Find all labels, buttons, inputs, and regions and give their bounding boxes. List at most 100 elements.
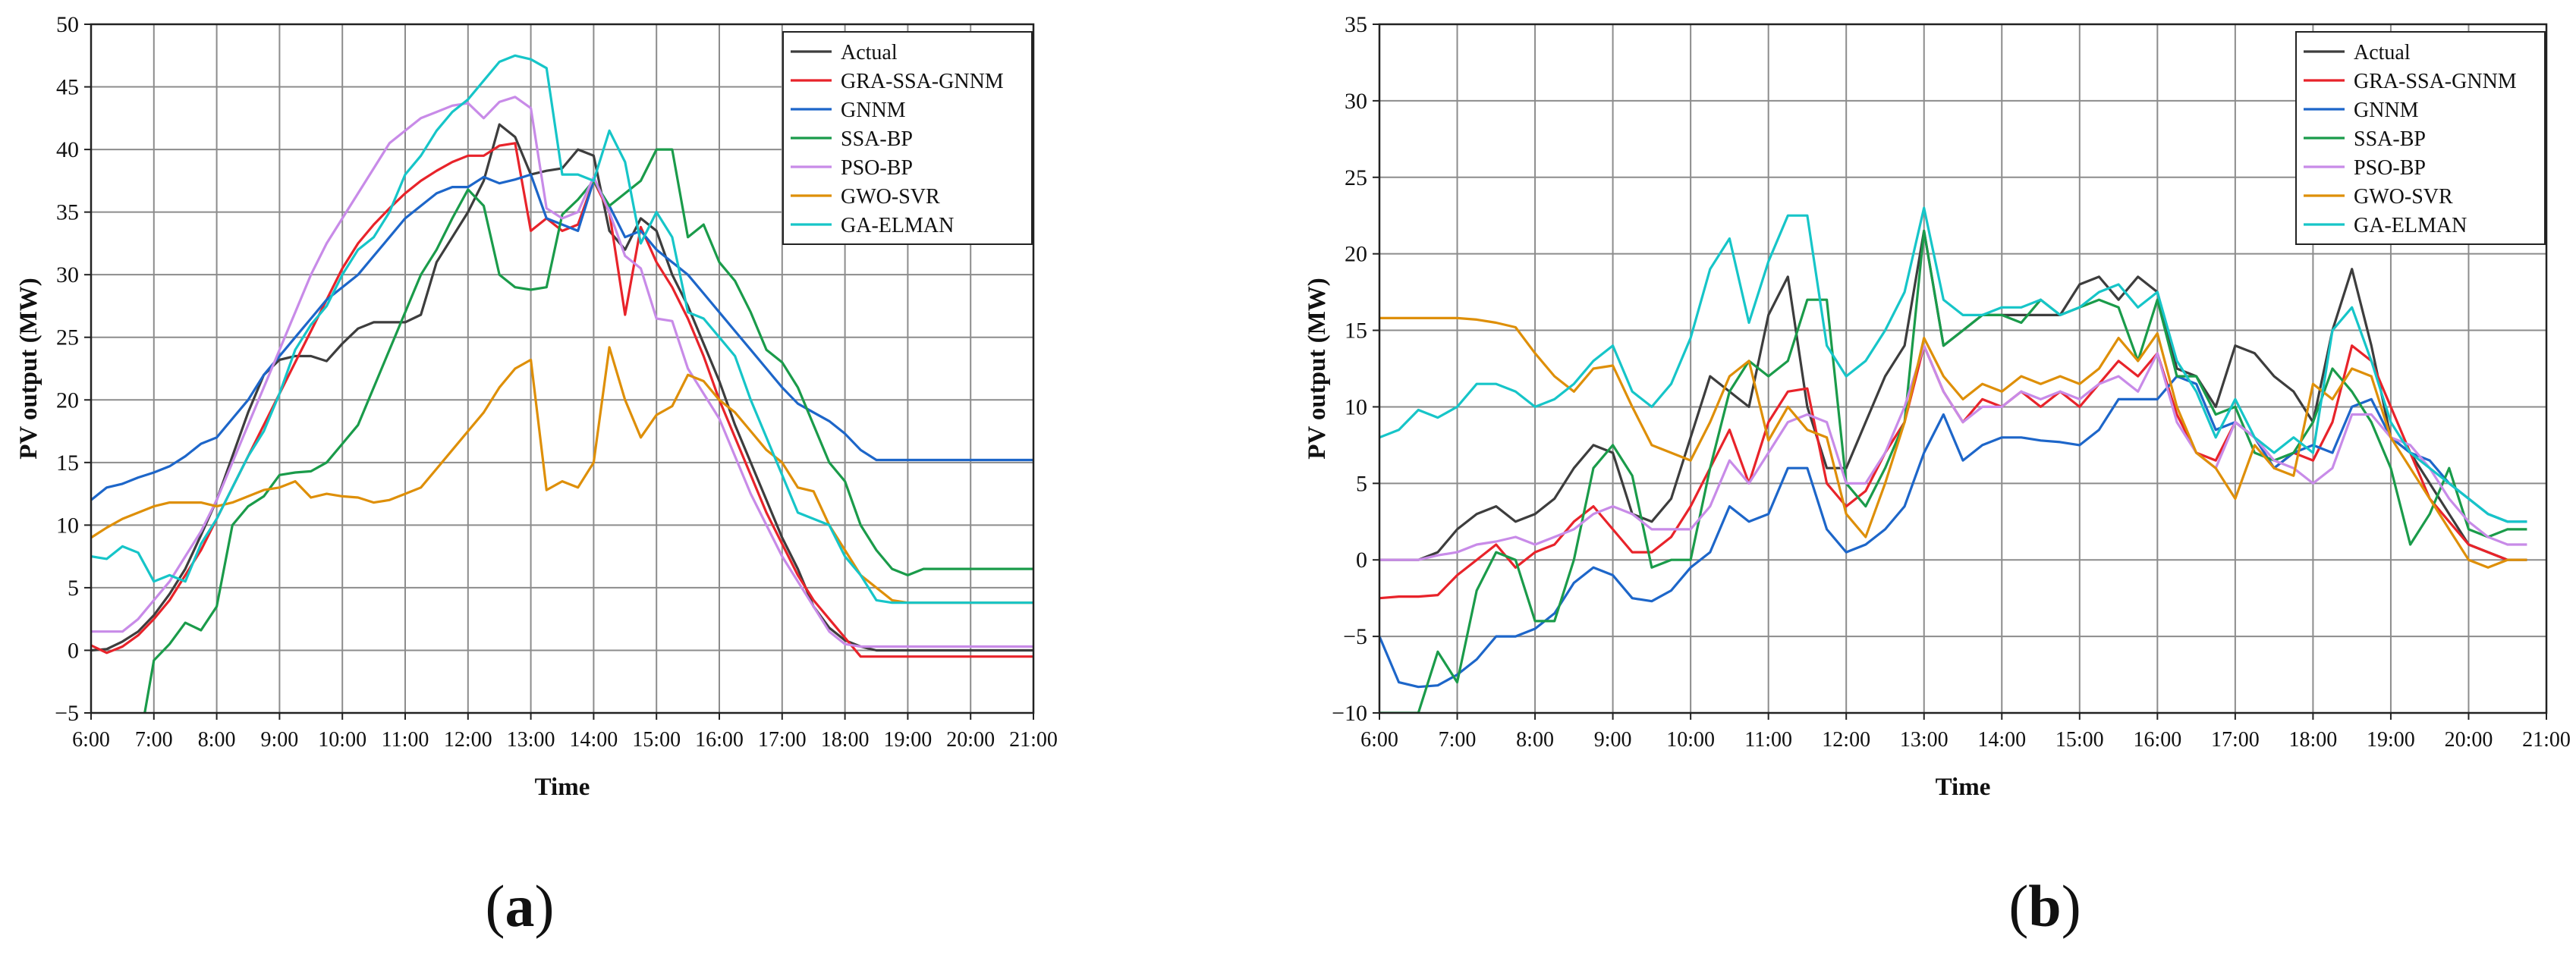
legend-label: GNNM [2354,99,2419,122]
y-tick-label: 10 [56,513,79,538]
series-line-gwo-svr [91,346,1033,604]
x-tick-label: 9:00 [261,728,299,752]
x-tick-label: 17:00 [2211,728,2260,752]
x-tick-label: 19:00 [2367,728,2415,752]
legend-label: GRA-SSA-GNNM [2354,70,2517,93]
x-tick-label: 21:00 [2522,728,2571,752]
y-tick-label: 15 [56,451,79,476]
x-tick-label: 13:00 [1900,728,1949,752]
y-tick-label: 5 [68,576,79,601]
y-tick-label: 0 [1356,548,1367,573]
panel-caption-a: (a) [406,872,634,940]
y-tick-label: 10 [1345,394,1367,419]
y-tick-label: −10 [1332,701,1367,726]
y-axis-label: PV output (MW) [1304,278,1331,460]
chart-panel-a: 6:00 7:00 8:00 9:00 10:00 11:00 12:00 13:00 14:0… [15,12,1058,801]
series-line-ssa-bp [1379,229,2527,713]
series-lines [1379,206,2527,713]
x-tick-label: 18:00 [2289,728,2338,752]
y-tick-label: 15 [1345,319,1367,344]
caption-letter: b [2028,873,2062,939]
y-tick-label: 25 [56,325,79,350]
x-tick-label: 21:00 [1009,728,1058,752]
series-line-pso-bp [1379,344,2527,561]
x-tick-label: 12:00 [444,728,492,752]
series-line-pso-bp [91,96,1033,648]
x-axis-label: Time [1936,774,1991,801]
x-tick-label: 16:00 [695,728,744,752]
y-tick-label: 35 [56,200,79,225]
legend: Actual GRA-SSA-GNNM GNNM SSA-BP PSO-BP GWO-SV… [2295,31,2546,245]
x-tick-label: 6:00 [72,728,110,752]
y-tick-label: 45 [56,75,79,100]
legend: Actual GRA-SSA-GNNM GNNM SSA-BP PSO-BP GWO-SV… [782,31,1033,245]
x-tick-label: 7:00 [1439,728,1477,752]
y-tick-label: −5 [55,701,79,726]
y-tick-label: 25 [1345,165,1367,190]
y-tick-label: 20 [1345,242,1367,267]
y-axis-label: PV output (MW) [15,278,42,460]
legend-label: GA-ELMAN [2354,214,2467,237]
x-tick-label: 20:00 [2445,728,2493,752]
series-lines [91,54,1033,713]
x-tick-label: 11:00 [1744,728,1792,752]
y-tick-label: 5 [1356,471,1367,496]
legend-label: GA-ELMAN [841,214,954,237]
legend-label: SSA-BP [2354,127,2426,151]
panel-caption-b: (b) [1931,872,2159,940]
y-tick-label: 50 [56,12,79,37]
y-tick-label: −5 [1343,624,1367,649]
x-tick-label: 11:00 [382,728,429,752]
x-axis-label: Time [535,774,590,801]
x-tick-label: 14:00 [1977,728,2026,752]
x-tick-label: 19:00 [884,728,933,752]
caption-letter: a [505,873,535,939]
x-tick-label: 6:00 [1360,728,1398,752]
y-tick-label: 40 [56,137,79,162]
legend-label: Actual [841,41,898,64]
line-chart-b: 6:00 7:00 8:00 9:00 10:00 11:00 12:00 13:00 14:0… [1304,12,2571,801]
caption-close-paren: ) [534,873,555,939]
x-tick-label: 10:00 [318,728,366,752]
caption-open-paren: ( [485,873,505,939]
series-line-gnnm [91,173,1033,501]
legend-label: GWO-SVR [2354,185,2453,209]
x-tick-label: 7:00 [135,728,173,752]
x-tick-label: 17:00 [758,728,807,752]
y-tick-label: 20 [56,388,79,413]
line-chart-a: 6:00 7:00 8:00 9:00 10:00 11:00 12:00 13:00 14:0… [15,12,1058,801]
legend-label: GWO-SVR [841,185,940,209]
x-tick-label: 15:00 [2055,728,2104,752]
y-tick-label: 30 [56,262,79,287]
legend-label: GRA-SSA-GNNM [841,70,1004,93]
chart-panel-b: 6:00 7:00 8:00 9:00 10:00 11:00 12:00 13:00 14:0… [1288,0,2576,967]
x-tick-label: 16:00 [2133,728,2181,752]
y-tick-label: 35 [1345,12,1367,37]
x-tick-label: 15:00 [632,728,681,752]
x-tick-label: 20:00 [946,728,995,752]
caption-close-paren: ) [2061,873,2081,939]
legend-label: SSA-BP [841,127,913,151]
series-line-ga-elman [91,54,1033,604]
series-line-ga-elman [1379,206,2527,523]
legend-label: Actual [2354,41,2411,64]
x-tick-label: 12:00 [1822,728,1870,752]
y-tick-label: 30 [1345,89,1367,114]
x-tick-label: 10:00 [1666,728,1715,752]
axes-frame [1378,23,2548,714]
x-tick-label: 18:00 [821,728,870,752]
x-tick-label: 8:00 [1516,728,1554,752]
x-tick-label: 14:00 [570,728,618,752]
axes-frame [90,23,1035,714]
legend-label: PSO-BP [841,156,913,180]
x-tick-label: 8:00 [198,728,236,752]
legend-label: GNNM [841,99,906,122]
y-tick-label: 0 [68,638,79,663]
x-tick-label: 9:00 [1594,728,1632,752]
series-line-gnnm [1379,375,2527,689]
x-tick-label: 13:00 [507,728,555,752]
legend-label: PSO-BP [2354,156,2426,180]
series-line-gwo-svr [1379,316,2527,569]
series-line-ssa-bp [143,148,1033,713]
caption-open-paren: ( [2008,873,2029,939]
